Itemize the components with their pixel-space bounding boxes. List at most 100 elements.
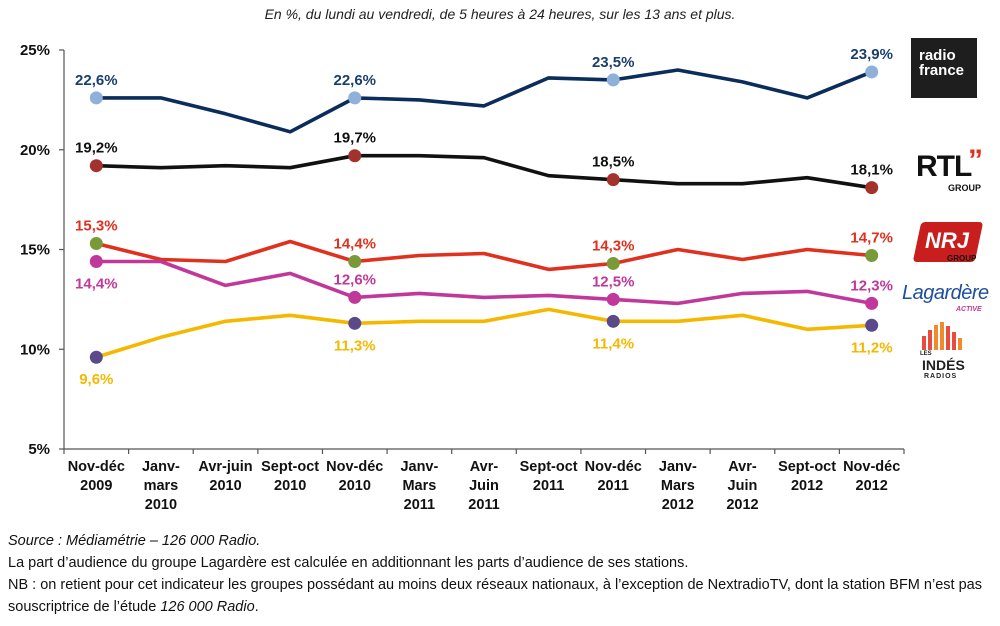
x-tick-label-line: 2010 <box>209 478 241 494</box>
x-tick-label-line: Janv- <box>659 459 697 475</box>
x-tick-label: Sept-oct 2010 <box>261 459 319 494</box>
data-point-nrj-group <box>606 256 620 270</box>
x-tick-label: Janv- Mars 2011 <box>400 459 438 513</box>
x-tick-label: Sept-oct 2011 <box>520 459 578 494</box>
x-tick-label-line: 2011 <box>404 497 435 513</box>
radio-france-logo-line1: radio <box>919 47 956 64</box>
footer-source: Source : Médiamétrie – 126 000 Radio. <box>8 533 261 549</box>
series-line-nrj-group <box>94 239 874 272</box>
nrj-group-logo: NRJ GROUP <box>912 220 984 268</box>
data-label-les-indes-radios: 9,6% <box>79 371 113 388</box>
x-tick-label-line: Nov-déc <box>68 459 125 475</box>
series-line-lagardere-active <box>94 259 874 306</box>
data-label-nrj-group: 15,3% <box>75 218 118 235</box>
x-tick-label: Sept-oct 2012 <box>778 459 836 494</box>
chart-subtitle: En %, du lundi au vendredi, de 5 heures … <box>264 6 736 22</box>
data-point-rtl-group <box>606 173 620 187</box>
rtl-logo-sub: GROUP <box>948 183 982 193</box>
les-indes-line1: LES <box>920 351 932 357</box>
x-tick-label: Nov-déc 2009 <box>68 459 125 494</box>
x-tick-label-line: 2010 <box>339 478 371 494</box>
data-point-les-indes-radios <box>89 350 103 364</box>
y-tick-label: 20% <box>20 142 50 159</box>
data-label-radio-france: 22,6% <box>333 72 376 89</box>
data-label-rtl-group: 19,7% <box>333 130 376 147</box>
x-tick-label-line: 2012 <box>791 478 823 494</box>
x-tick-label-line: Janv- <box>400 459 438 475</box>
data-point-radio-france <box>89 91 103 105</box>
footer-nb-study: 126 000 Radio <box>160 599 255 615</box>
rtl-logo-text: RTL <box>916 150 972 183</box>
data-label-les-indes-radios: 11,2% <box>851 339 893 356</box>
series-line-rtl-group <box>94 153 874 190</box>
x-tick-label-line: Juin <box>469 478 499 494</box>
rtl-group-logo: RTL ” GROUP <box>916 146 996 195</box>
data-label-rtl-group: 18,5% <box>592 154 635 171</box>
series-line-radio-france <box>94 68 874 134</box>
data-label-nrj-group: 14,3% <box>592 237 635 254</box>
les-indes-radios-logo: LES INDÉS RADIOS <box>918 322 978 386</box>
x-tick-label-line: Avr- <box>470 459 499 475</box>
lagardere-logo-sub: ACTIVE <box>956 306 982 313</box>
x-tick-label-line: Nov-déc <box>843 459 900 475</box>
data-label-rtl-group: 18,1% <box>850 162 893 179</box>
data-label-nrj-group: 14,7% <box>850 229 893 246</box>
data-point-lagardere-active <box>348 290 362 304</box>
data-point-nrj-group <box>89 237 103 251</box>
x-tick-label-line: Nov-déc <box>326 459 383 475</box>
data-label-les-indes-radios: 11,3% <box>334 337 376 354</box>
data-point-rtl-group <box>348 149 362 163</box>
x-tick-label: Janv- Mars 2012 <box>659 459 697 513</box>
x-tick-label-line: mars <box>144 478 179 494</box>
footer-nb-text: NB : on retient pour cet indicateur les … <box>8 577 982 615</box>
x-tick-label: Nov-déc 2011 <box>585 459 642 494</box>
footer-nb-end: . <box>254 599 259 615</box>
x-tick-label-line: 2011 <box>533 478 564 494</box>
data-label-nrj-group: 14,4% <box>333 235 376 252</box>
x-tick-label-line: 2011 <box>597 478 628 494</box>
x-tick-label-line: Sept-oct <box>778 459 836 475</box>
x-tick-label-line: Janv- <box>142 459 180 475</box>
footer-note-nb: NB : on retient pour cet indicateur les … <box>8 574 993 618</box>
x-tick-label: Avr- Juin 2012 <box>726 459 758 513</box>
data-label-lagardere-active: 12,5% <box>592 273 635 290</box>
x-tick-label-line: Avr-juin <box>198 459 252 475</box>
data-label-lagardere-active: 12,6% <box>333 271 376 288</box>
data-label-radio-france: 22,6% <box>75 72 118 89</box>
data-label-lagardere-active: 14,4% <box>75 275 118 292</box>
radio-france-logo: radio france <box>911 38 977 98</box>
x-tick-label-line: 2010 <box>274 478 306 494</box>
data-point-lagardere-active <box>89 254 103 268</box>
lagardere-active-logo: Lagardère ACTIVE <box>902 282 998 318</box>
data-point-les-indes-radios <box>606 314 620 328</box>
x-tick-label-line: Nov-déc <box>585 459 642 475</box>
data-point-radio-france <box>348 91 362 105</box>
les-indes-line2: INDÉS <box>922 357 965 373</box>
data-point-les-indes-radios <box>348 316 362 330</box>
x-tick-label-line: 2012 <box>662 497 694 513</box>
x-tick-label-line: Mars <box>402 478 436 494</box>
x-tick-label-line: Sept-oct <box>261 459 319 475</box>
rtl-logo-quotes: ” <box>968 144 983 177</box>
x-tick-label: Janv-mars 2010 <box>142 459 180 513</box>
data-point-radio-france <box>606 73 620 87</box>
les-indes-line3: RADIOS <box>924 373 958 380</box>
x-tick-label-line: Sept-oct <box>520 459 578 475</box>
data-label-rtl-group: 19,2% <box>75 140 118 157</box>
x-tick-label-line: 2011 <box>468 497 499 513</box>
x-tick-label-line: Mars <box>661 478 695 494</box>
data-point-lagardere-active <box>606 292 620 306</box>
x-tick-label-line: 2009 <box>80 478 112 494</box>
x-tick-label: Avr- Juin 2011 <box>468 459 499 513</box>
series-line-les-indes-radios <box>94 307 874 360</box>
x-tick-label-line: 2012 <box>726 497 758 513</box>
data-point-rtl-group <box>865 181 879 195</box>
data-label-lagardere-active: 12,3% <box>850 277 893 294</box>
data-point-rtl-group <box>89 159 103 173</box>
footer-note-lagardere: La part d’audience du groupe Lagardère e… <box>8 555 689 571</box>
data-point-lagardere-active <box>865 296 879 310</box>
chart-footer: Source : Médiamétrie – 126 000 Radio. La… <box>8 530 993 618</box>
data-point-nrj-group <box>348 254 362 268</box>
nrj-logo-sub: GROUP <box>947 254 977 263</box>
